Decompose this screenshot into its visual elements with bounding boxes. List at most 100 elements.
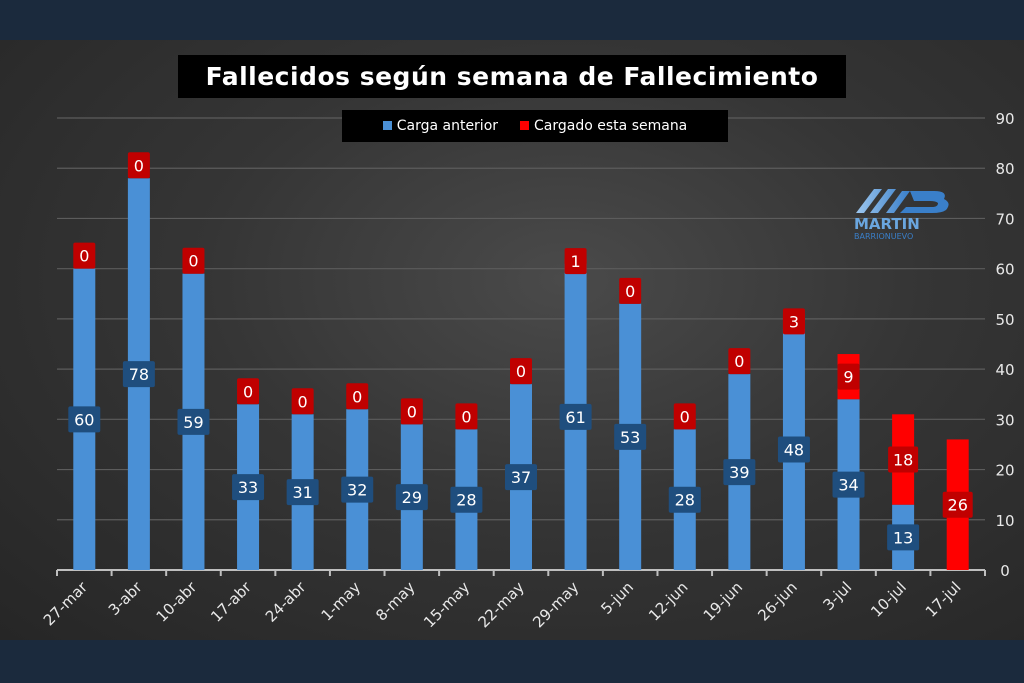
legend: Carga anterior Cargado esta semana — [342, 110, 728, 142]
data-label-carga-anterior: 34 — [838, 476, 858, 495]
data-label-carga-anterior: 31 — [292, 483, 312, 502]
data-label-bg-red — [728, 348, 751, 375]
data-label-cargado-esta-semana: 0 — [734, 352, 744, 371]
data-label-bg-red — [619, 277, 642, 304]
data-label-cargado-esta-semana: 0 — [188, 252, 198, 271]
data-label-carga-anterior: 28 — [675, 491, 695, 510]
data-label-cargado-esta-semana: 0 — [79, 247, 89, 266]
data-label-bg — [887, 524, 920, 551]
data-label-bg-red — [673, 403, 696, 430]
x-tick-label: 22-may — [475, 578, 528, 631]
data-label-bg-red — [346, 383, 369, 410]
data-label-bg — [122, 361, 155, 388]
data-label-bg-red — [455, 403, 478, 430]
y-tick-label: 90 — [995, 110, 1014, 128]
y-tick-label: 0 — [1000, 562, 1010, 580]
x-tick-label: 10-abr — [153, 578, 201, 626]
x-tick-label: 17-jul — [922, 578, 965, 621]
data-label-cargado-esta-semana: 0 — [461, 407, 471, 426]
data-label-carga-anterior: 53 — [620, 428, 640, 447]
data-label-bg-red — [182, 247, 205, 274]
data-label-cargado-esta-semana: 0 — [352, 387, 362, 406]
data-label-bg — [68, 406, 101, 433]
data-label-cargado-esta-semana: 9 — [843, 368, 853, 387]
data-label-bg-red — [237, 378, 260, 405]
data-label-bg — [286, 479, 319, 506]
data-label-bg-red — [888, 446, 919, 473]
data-label-carga-anterior: 39 — [729, 463, 749, 482]
data-label-bg — [668, 486, 701, 513]
data-label-carga-anterior: 78 — [129, 365, 149, 384]
chart-title: Fallecidos según semana de Fallecimiento — [178, 55, 846, 98]
data-label-carga-anterior: 33 — [238, 478, 258, 497]
data-label-bg — [177, 408, 210, 435]
data-label-cargado-esta-semana: 26 — [948, 496, 968, 515]
bottom-band — [0, 640, 1024, 683]
legend-label: Cargado esta semana — [534, 118, 688, 134]
data-label-cargado-esta-semana: 0 — [407, 402, 417, 421]
x-tick-label: 27-mar — [40, 578, 92, 630]
data-label-bg — [505, 464, 537, 491]
logo-mark-icon: MARTIN BARRIONUEVO — [854, 189, 949, 241]
x-tick-label: 29-may — [529, 578, 582, 631]
logo: MARTIN BARRIONUEVO — [852, 185, 956, 245]
top-band — [0, 0, 1024, 40]
data-label-carga-anterior: 37 — [511, 468, 531, 487]
y-tick-label: 60 — [995, 261, 1014, 279]
y-tick-label: 10 — [995, 512, 1014, 530]
x-tick-label: 3-jul — [819, 578, 855, 614]
legend-label: Carga anterior — [396, 118, 499, 134]
data-label-cargado-esta-semana: 0 — [243, 382, 253, 401]
data-label-bg — [559, 403, 592, 430]
x-tick-label: 19-jun — [700, 578, 746, 624]
data-label-carga-anterior: 61 — [565, 408, 585, 427]
legend-item-carga-anterior: Carga anterior — [382, 118, 499, 134]
y-tick-label: 30 — [995, 411, 1014, 429]
x-tick-label: 24-abr — [262, 578, 310, 626]
data-label-bg — [232, 474, 265, 501]
data-label-bg-red — [400, 398, 423, 425]
data-label-bg-red — [564, 248, 587, 275]
data-label-carga-anterior: 29 — [402, 488, 422, 507]
data-label-bg — [777, 436, 810, 463]
x-tick-label: 5-jun — [597, 578, 637, 618]
data-label-bg-red — [510, 358, 532, 385]
y-tick-label: 50 — [995, 311, 1014, 329]
data-label-carga-anterior: 28 — [456, 491, 476, 510]
data-label-cargado-esta-semana: 3 — [789, 312, 799, 331]
data-label-cargado-esta-semana: 0 — [298, 392, 308, 411]
data-label-carga-anterior: 32 — [347, 481, 367, 500]
data-label-bg — [832, 471, 865, 498]
x-tick-label: 10-jul — [867, 578, 910, 621]
x-tick-label: 3-abr — [105, 578, 146, 619]
x-tick-label: 15-may — [420, 578, 473, 631]
logo-subtext: BARRIONUEVO — [854, 232, 913, 241]
data-label-carga-anterior: 13 — [893, 528, 913, 547]
y-tick-label: 80 — [995, 160, 1014, 178]
data-label-bg-red — [837, 363, 860, 390]
x-tick-label: 17-abr — [207, 578, 255, 626]
data-label-bg — [723, 459, 756, 486]
data-label-cargado-esta-semana: 0 — [680, 407, 690, 426]
legend-item-cargado-esta-semana: Cargado esta semana — [520, 118, 687, 134]
data-label-bg — [341, 476, 374, 503]
data-label-bg — [450, 486, 483, 513]
y-tick-label: 70 — [995, 210, 1014, 228]
x-tick-label: 26-jun — [754, 578, 800, 624]
x-tick-label: 12-jun — [645, 578, 691, 624]
data-label-bg-red — [782, 308, 805, 335]
y-tick-label: 20 — [995, 462, 1014, 480]
data-label-cargado-esta-semana: 1 — [570, 252, 580, 271]
data-label-cargado-esta-semana: 0 — [134, 156, 144, 175]
data-label-carga-anterior: 48 — [784, 440, 804, 459]
x-tick-label: 1-may — [318, 578, 364, 624]
data-label-cargado-esta-semana: 0 — [516, 362, 526, 381]
data-label-bg — [614, 423, 647, 450]
logo-text: MARTIN — [854, 215, 920, 233]
data-label-bg — [395, 484, 428, 511]
legend-swatch-red — [520, 121, 530, 130]
data-label-bg-red — [127, 152, 150, 179]
data-label-carga-anterior: 60 — [74, 410, 94, 429]
data-label-bg-red — [942, 491, 973, 518]
